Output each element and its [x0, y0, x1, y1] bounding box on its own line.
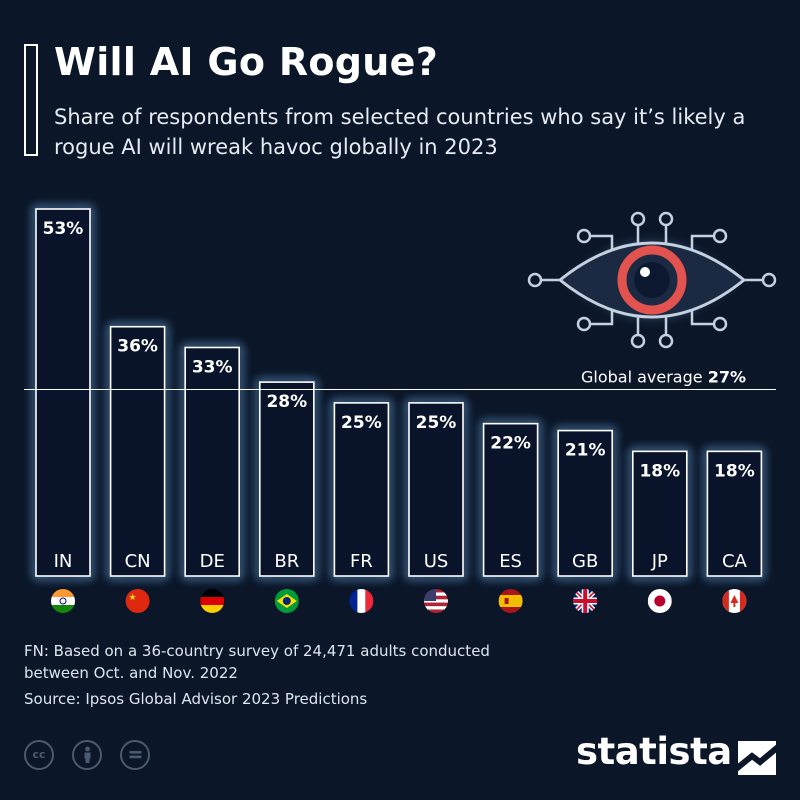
data-label: 22% [490, 434, 531, 454]
data-label: 21% [565, 441, 606, 461]
footnote: FN: Based on a 36-country survey of 24,4… [24, 642, 490, 682]
bar-group-es: 22% ES [481, 421, 540, 613]
spain-flag-icon [498, 589, 523, 613]
svg-text:★: ★ [129, 593, 137, 603]
chart-title: Will AI Go Rogue? [54, 40, 439, 84]
data-label: 33% [192, 357, 233, 377]
category-label: CN [125, 551, 151, 572]
bar-group-gb: 21% GB [556, 428, 615, 613]
data-label: 53% [43, 219, 84, 239]
data-label: 25% [416, 413, 457, 433]
bar[interactable] [408, 402, 464, 577]
category-label: BR [274, 551, 299, 572]
data-label: 25% [341, 413, 382, 433]
category-label: JP [651, 551, 668, 572]
category-label: DE [200, 551, 225, 572]
cc-icon[interactable]: cc [24, 740, 54, 770]
germany-flag-icon [200, 589, 225, 613]
data-label: 18% [639, 461, 680, 481]
bar-group-in: 53% IN [34, 207, 92, 613]
title-accent-bar [24, 44, 38, 156]
data-label: 18% [714, 461, 755, 481]
bar[interactable] [184, 346, 240, 577]
bar-group-cn: 36% CN ★ [108, 324, 167, 613]
reference-line-layer: Global average 27% [24, 368, 776, 390]
india-flag-icon [51, 589, 75, 613]
category-label: GB [572, 551, 598, 572]
brazil-flag-icon [274, 589, 299, 613]
category-label: ES [499, 551, 522, 572]
bar-group-fr: 25% FR [332, 400, 391, 613]
global-average-label: Global average 27% [581, 368, 746, 387]
bar[interactable] [631, 450, 688, 577]
bar-group-br: 28% BR [257, 380, 316, 613]
chart-subtitle: Share of respondents from selected count… [54, 105, 746, 159]
attribution-icon[interactable] [72, 740, 102, 770]
bar[interactable] [258, 381, 315, 577]
canada-flag-icon [722, 589, 747, 613]
bars-layer: 53% IN 36% CN ★ 33% DE 28% BR 25% FR 25% US 22% ES 21% G… [34, 207, 764, 613]
category-label: IN [54, 551, 73, 572]
category-label: CA [722, 551, 748, 572]
uk-flag-icon [573, 589, 598, 613]
ai-eye-circuit-icon [527, 211, 777, 349]
bar-group-us: 25% US [407, 400, 465, 613]
data-label: 36% [117, 337, 158, 357]
category-label: US [424, 551, 449, 572]
source-note: Source: Ipsos Global Advisor 2023 Predic… [24, 690, 368, 708]
china-flag-icon: ★ [125, 589, 150, 613]
bar-group-ca: 18% CA [705, 449, 764, 613]
bar-group-jp: 18% JP [630, 449, 689, 613]
usa-flag-icon [424, 589, 448, 613]
france-flag-icon [349, 589, 374, 613]
japan-flag-icon [647, 589, 672, 613]
bar[interactable] [35, 208, 91, 577]
bar[interactable] [333, 402, 390, 577]
no-derivatives-icon[interactable] [120, 740, 150, 770]
bar[interactable] [482, 422, 539, 577]
bar[interactable] [557, 429, 614, 577]
bar[interactable] [706, 450, 763, 577]
statista-logo[interactable]: statista [576, 730, 732, 773]
bar-group-de: 33% DE [183, 345, 242, 613]
global-average-value: 27% [708, 368, 746, 387]
data-label: 28% [266, 392, 307, 412]
bar[interactable] [109, 325, 166, 577]
statista-logo-mark-icon [738, 741, 776, 775]
category-label: FR [350, 551, 373, 572]
